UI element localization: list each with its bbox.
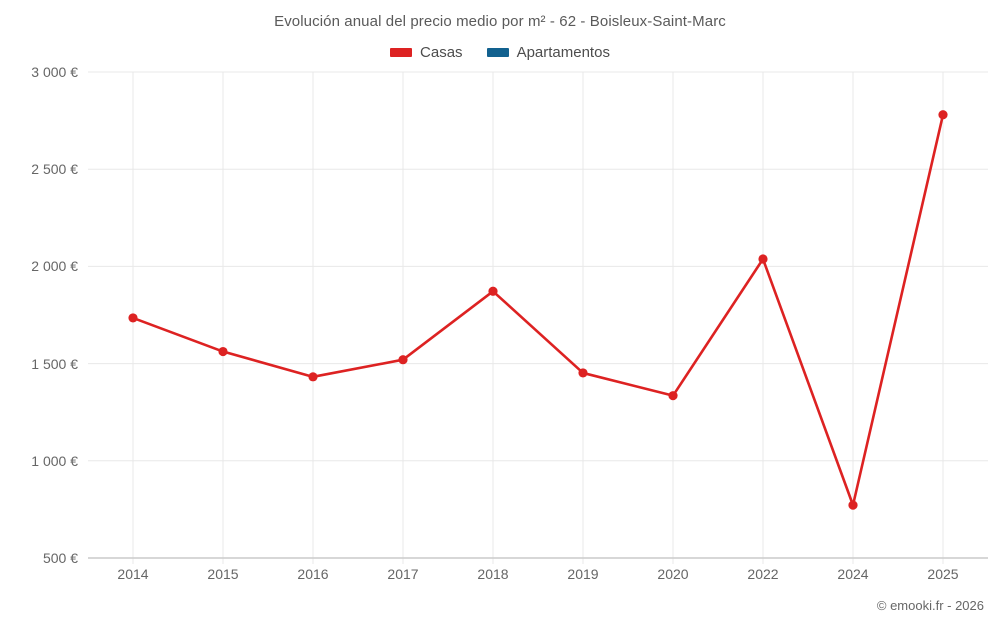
x-tick-label: 2025: [927, 566, 959, 582]
footer-credit: © emooki.fr - 2026: [876, 598, 984, 613]
y-tick-label: 3 000 €: [31, 64, 78, 80]
x-tick-label: 2024: [837, 566, 869, 582]
data-point-marker[interactable]: [938, 110, 948, 120]
x-tick-label: 2017: [387, 566, 419, 582]
y-tick-label: 2 500 €: [31, 161, 78, 178]
data-point-marker[interactable]: [398, 355, 408, 365]
legend-item-casas[interactable]: Casas: [390, 44, 463, 61]
data-point-marker[interactable]: [578, 368, 588, 378]
y-axis-tick-labels: 500 € 1 000 € 1 500 € 2 000 € 2 500 € 3 000 €: [0, 0, 78, 625]
legend-swatch-apartamentos: [486, 48, 509, 57]
series-line-casas: [131, 113, 945, 507]
x-tick-label: 2022: [747, 566, 779, 582]
data-point-marker[interactable]: [308, 372, 318, 382]
x-tick-label: 2014: [117, 566, 149, 582]
chart-title: Evolución anual del precio medio por m² …: [274, 13, 726, 30]
y-tick-label: 500 €: [42, 550, 78, 566]
y-tick-label: 2 000 €: [31, 258, 78, 275]
grid-lines-vertical: [132, 72, 944, 564]
x-tick-label: 2020: [657, 566, 689, 582]
chart-legend: Casas Apartamentos: [0, 44, 1000, 61]
data-point-marker[interactable]: [668, 391, 678, 401]
data-point-marker[interactable]: [218, 346, 228, 357]
legend-label-apartamentos: Apartamentos: [516, 44, 610, 61]
legend-swatch-casas: [390, 48, 413, 57]
x-tick-label: 2015: [207, 566, 239, 582]
y-tick-label: 1 000 €: [31, 452, 78, 469]
x-tick-label: 2019: [567, 566, 599, 582]
data-point-marker[interactable]: [488, 286, 498, 296]
x-tick-label: 2016: [297, 566, 329, 582]
x-tick-label: 2018: [477, 566, 509, 582]
data-point-marker[interactable]: [128, 313, 138, 323]
series-markers-casas: [128, 110, 948, 510]
series-line-casas: [131, 113, 945, 507]
data-point-marker[interactable]: [848, 500, 858, 510]
legend-label-casas: Casas: [420, 44, 463, 61]
plot-area: [88, 71, 988, 564]
data-point-marker[interactable]: [758, 254, 768, 264]
legend-item-apartamentos[interactable]: Apartamentos: [486, 44, 610, 61]
y-tick-label: 1 500 €: [31, 355, 78, 372]
plot-svg: [88, 71, 988, 564]
